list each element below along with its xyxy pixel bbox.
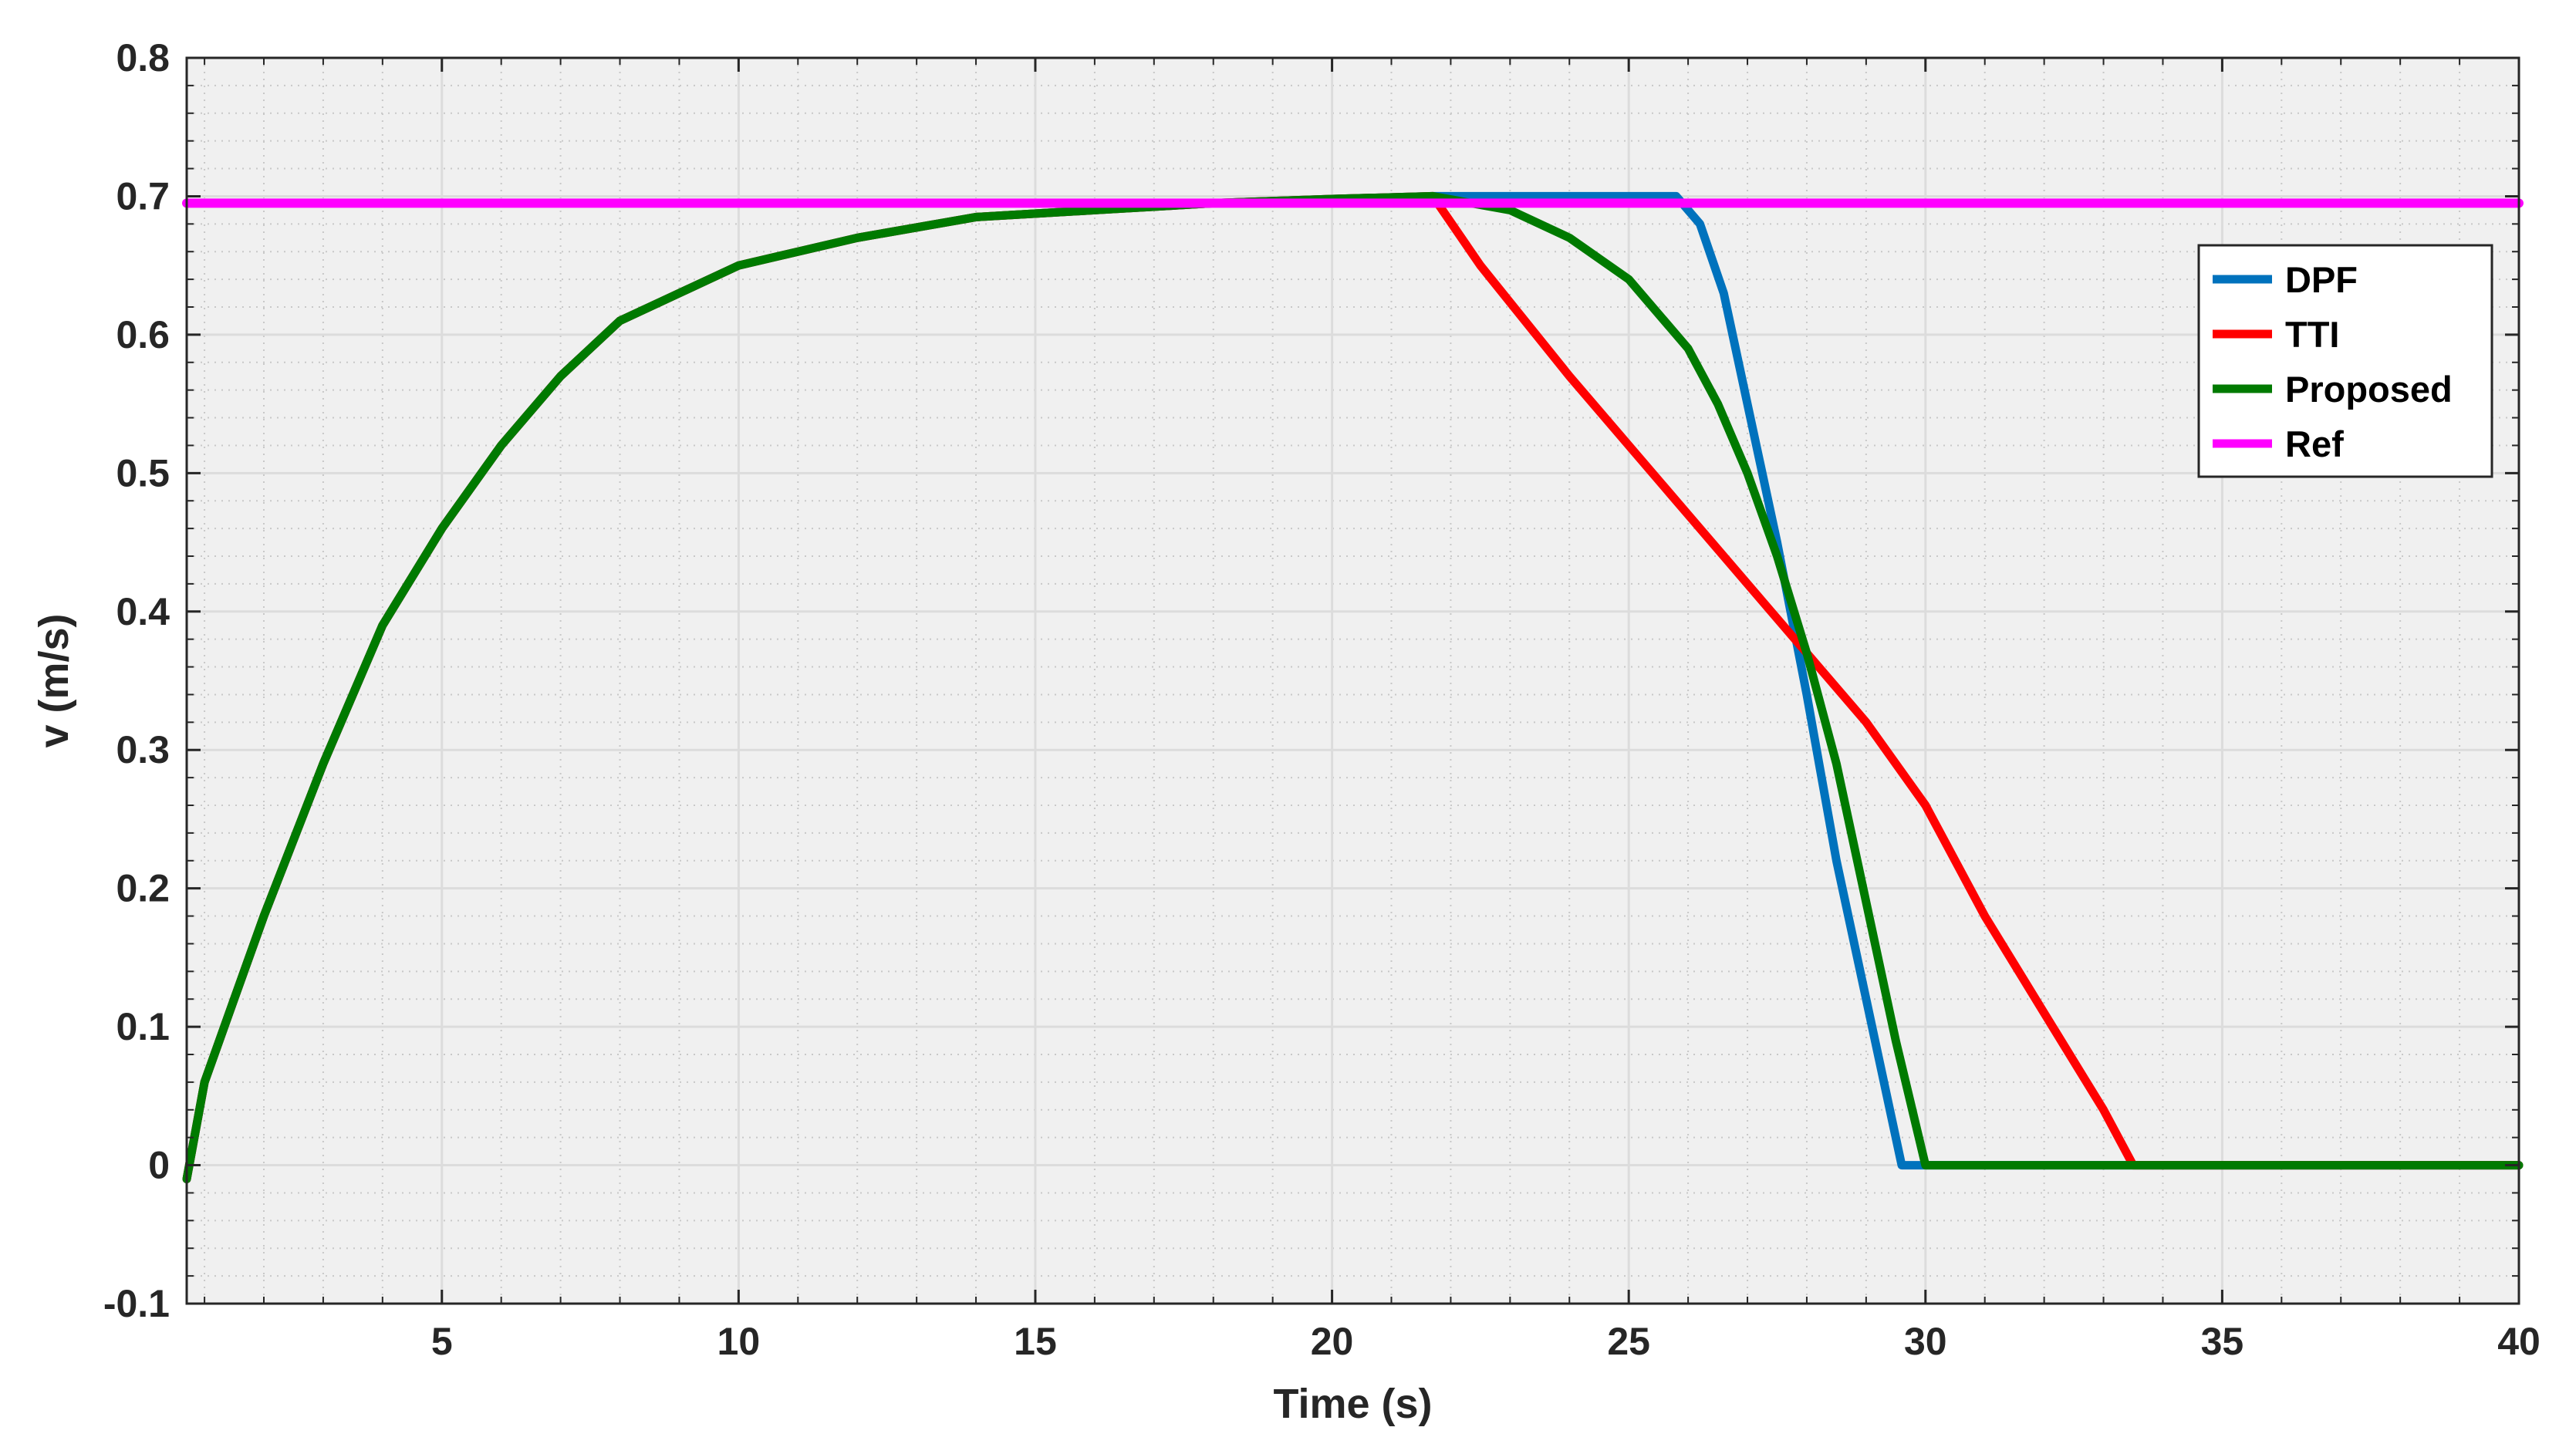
legend-box <box>2197 244 2493 478</box>
y-tick-label: 0.8 <box>116 36 170 79</box>
axes-frame <box>185 56 2520 1305</box>
y-tick-label: 0.1 <box>116 1005 170 1048</box>
legend-label-tti: TTI <box>2285 314 2339 355</box>
y-tick-label: 0 <box>148 1144 170 1187</box>
y-tick-label: 0.4 <box>116 590 170 633</box>
y-tick-label: -0.1 <box>103 1282 170 1325</box>
y-axis-ticks: -0.1 0 0.1 0.2 0.3 0.4 0.5 0.6 0.7 0.8 <box>103 36 170 1325</box>
x-axis-label: Time (s) <box>1273 1381 1432 1427</box>
x-axis-ticks: 5 10 15 20 25 30 35 40 <box>431 1320 2541 1363</box>
legend-label-ref: Ref <box>2285 423 2344 464</box>
y-tick-label: 0.3 <box>116 728 170 771</box>
y-tick-label: 0.6 <box>116 313 170 356</box>
axes <box>185 56 2520 1305</box>
legend-label-proposed: Proposed <box>2285 369 2453 410</box>
y-axis-label: v (m/s) <box>31 613 77 747</box>
x-tick-label: 35 <box>2201 1320 2244 1363</box>
y-tick-label: 0.7 <box>116 174 170 218</box>
y-tick-label: 0.5 <box>116 451 170 494</box>
series-layer <box>182 191 2524 1183</box>
x-tick-label: 10 <box>717 1320 761 1363</box>
x-tick-label: 30 <box>1904 1320 1947 1363</box>
series-line-proposed <box>182 191 2524 1183</box>
x-tick-label: 15 <box>1014 1320 1057 1363</box>
y-tick-label: 0.2 <box>116 867 170 910</box>
x-tick-label: 20 <box>1311 1320 1354 1363</box>
legend-label-dpf: DPF <box>2285 259 2358 300</box>
plot-area-fill <box>187 58 2519 1304</box>
plot-area <box>187 58 2519 1304</box>
x-tick-label: 40 <box>2497 1320 2541 1363</box>
x-tick-label: 25 <box>1607 1320 1650 1363</box>
legend: DPF TTI Proposed Ref <box>2197 244 2493 478</box>
x-tick-label: 5 <box>431 1320 453 1363</box>
